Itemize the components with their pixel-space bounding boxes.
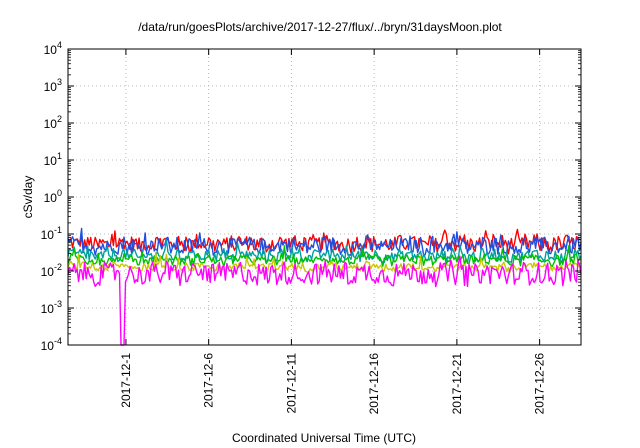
x-tick-label: 2017-12-26	[533, 353, 547, 415]
y-axis-label: cSv/day	[21, 176, 35, 219]
series-line	[67, 244, 582, 268]
y-tick-label: 100	[44, 188, 62, 205]
y-tick-label: 10-1	[41, 225, 62, 242]
x-axis-label: Coordinated Universal Time (UTC)	[232, 431, 416, 445]
x-tick-labels: 2017-12-1 2017-12-6 2017-12-11 2017-12-16 20…	[119, 353, 547, 415]
grid-lines	[68, 49, 581, 345]
y-tick-label: 10-4	[41, 336, 62, 353]
series-line	[67, 255, 582, 346]
y-tick-label: 102	[44, 114, 62, 131]
y-tick-label: 101	[44, 151, 62, 168]
series-lines	[67, 227, 582, 346]
chart-title: /data/run/goesPlots/archive/2017-12-27/f…	[138, 20, 502, 34]
y-tick-label: 10-3	[41, 299, 62, 316]
y-tick-label: 104	[44, 40, 62, 57]
y-tick-label: 10-2	[41, 262, 62, 279]
x-tick-label: 2017-12-21	[450, 353, 464, 415]
x-tick-label: 2017-12-16	[367, 353, 381, 415]
x-tick-label: 2017-12-11	[284, 353, 298, 414]
series-line	[67, 227, 582, 256]
x-tick-label: 2017-12-6	[202, 353, 216, 408]
axis-ticks	[68, 48, 581, 346]
x-tick-label: 2017-12-1	[119, 353, 133, 408]
y-tick-labels: 10-4 10-3 10-2 10-1 100 101 102 103 104	[41, 40, 62, 353]
y-tick-label: 103	[44, 77, 62, 94]
